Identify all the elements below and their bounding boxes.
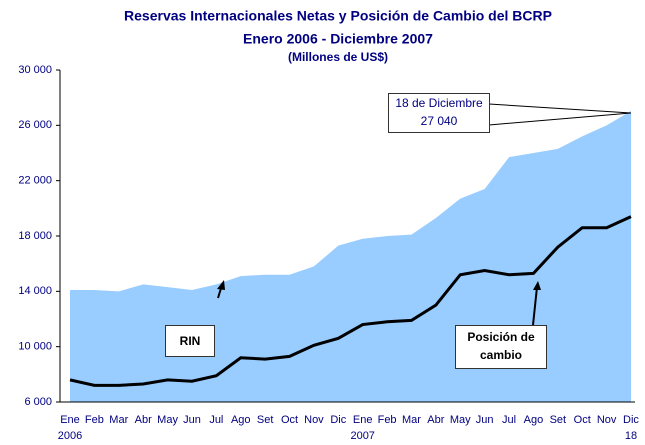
x-tick-label: Abr [427,414,444,426]
y-tick-label: 14 000 [18,285,52,297]
x-tick-label: Ene [353,414,373,426]
x-sublabel: 2007 [350,430,374,442]
x-tick-label: Jun [183,414,201,426]
x-tick-label: May [157,414,178,426]
x-tick-label: Ene [60,414,80,426]
arrow-head [533,281,541,290]
x-tick-label: May [450,414,471,426]
x-tick-label: Set [257,414,274,426]
posicion-line [69,215,632,387]
callout-line [488,112,632,126]
posicion-label: Posición de cambio [455,325,547,369]
x-tick-label: Ago [231,414,251,426]
y-tick-label: 30 000 [18,64,52,76]
rin-label: RIN [165,325,215,357]
x-tick-label: Jul [209,414,223,426]
x-tick-label: Feb [378,414,397,426]
callout: 18 de Diciembre 27 040 [388,93,490,133]
x-tick-label: Jul [502,414,516,426]
unit-label: (Millones de US$) [288,50,388,64]
y-tick-label: 18 000 [18,230,52,242]
x-tick-label: Dic [623,414,639,426]
x-tick-label: Nov [597,414,617,426]
x-tick-label: Jun [476,414,494,426]
x-tick-label: Dic [330,414,346,426]
x-tick-label: Oct [574,414,591,426]
x-tick-label: Set [550,414,567,426]
x-tick-label: Mar [109,414,128,426]
x-tick-label: Abr [135,414,152,426]
arrow-head [217,280,225,290]
x-tick-label: Nov [304,414,324,426]
callout-date: 18 de Diciembre [395,96,483,110]
y-tick-label: 10 000 [18,341,52,353]
x-tick-label: Oct [281,414,298,426]
x-tick-label: Feb [85,414,104,426]
callout-value: 27 040 [420,114,458,128]
chart-title: Reservas Internacionales Netas y Posició… [124,8,552,24]
y-tick-label: 6 000 [24,396,52,408]
callout-line [488,103,632,114]
x-tick-label: Mar [402,414,421,426]
chart-subtitle: Enero 2006 - Diciembre 2007 [243,31,433,47]
x-sublabel: 18 [625,430,637,442]
x-sublabel: 2006 [58,430,82,442]
arrow [532,286,538,326]
y-tick-label: 26 000 [18,119,52,131]
y-tick-label: 22 000 [18,175,52,187]
x-tick-label: Ago [524,414,544,426]
